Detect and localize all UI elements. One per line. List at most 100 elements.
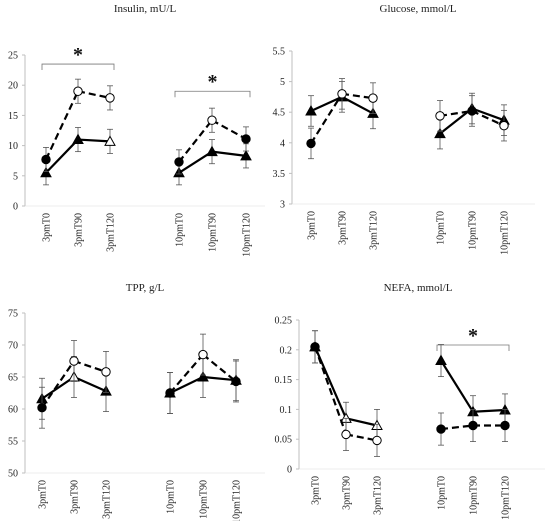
y-tick-label: 3.5 [273, 169, 286, 180]
data-point-circle [231, 376, 241, 387]
series-line-segment [310, 93, 343, 144]
x-tick-label: 10pmT120 [501, 476, 512, 520]
x-tick-label: 10pmT0 [437, 476, 448, 510]
data-point-circle [468, 420, 478, 431]
x-tick-label: 3pmT0 [307, 211, 318, 240]
y-tick-label: 65 [8, 373, 18, 384]
series-line-segment [178, 150, 213, 174]
x-tick-label: 10pmT0 [175, 213, 186, 247]
y-tick-label: 5 [280, 77, 285, 88]
significance-star: * [73, 44, 83, 66]
series-line-segment [345, 433, 378, 442]
data-point-circle [310, 342, 320, 352]
y-tick-label: 0.25 [275, 316, 293, 327]
series-line-segment [313, 346, 348, 435]
series-line-segment [77, 138, 111, 143]
y-tick-label: 0 [287, 465, 292, 476]
x-tick-label: 10pmT90 [208, 213, 219, 252]
series-line-segment [45, 138, 79, 174]
data-point-circle [241, 134, 251, 144]
x-tick-label: 10pmT90 [199, 480, 210, 519]
data-point-triangle [197, 370, 209, 382]
data-point-circle [174, 157, 184, 167]
series-line-segment [440, 424, 474, 431]
x-tick-label: 10pmT90 [469, 476, 480, 515]
y-tick-label: 0.1 [280, 405, 293, 416]
series-line-segment [341, 95, 374, 115]
x-tick-label: 3pmT120 [373, 476, 384, 515]
series-line-segment [73, 359, 107, 373]
series-line-segment [169, 353, 204, 394]
significance-bracket [174, 90, 251, 98]
data-point-triangle [206, 145, 218, 157]
y-tick-label: 0.05 [275, 435, 293, 446]
data-point-circle [500, 420, 510, 431]
chart-panel-2: Glucose, mmol/L 3 3.5 4 4.5 5 5.5 3pmT0 3pmT90 3p… [273, 3, 535, 255]
y-tick-label: 0.15 [275, 375, 293, 386]
significance-bracket [41, 63, 115, 71]
x-tick-label: 3pmT90 [70, 480, 81, 514]
y-tick-label: 0 [13, 202, 18, 213]
series-line-segment [202, 353, 237, 383]
data-point-triangle [72, 133, 84, 145]
series-line-segment [77, 90, 111, 99]
chart-title: Insulin, mU/L [114, 3, 177, 15]
x-tick-label: 3pmT90 [342, 476, 353, 510]
chart-title: TPP, g/L [126, 282, 165, 294]
data-point-triangle [240, 149, 252, 161]
series-line-segment [211, 119, 247, 140]
x-tick-label: 10pmT0 [166, 480, 177, 514]
chart-title: NEFA, mmol/L [384, 282, 453, 294]
y-tick-label: 60 [8, 405, 18, 416]
data-point-circle [105, 93, 115, 103]
data-point-circle [198, 349, 208, 360]
x-tick-label: 3pmT120 [102, 480, 113, 519]
y-tick-label: 25 [8, 51, 18, 62]
x-tick-label: 10pmT90 [468, 211, 479, 250]
x-tick-label: 10pmT120 [242, 213, 253, 257]
data-point-circle [165, 388, 175, 398]
y-tick-label: 0.2 [280, 345, 293, 356]
x-tick-label: 3pmT120 [106, 213, 117, 252]
data-point-triangle [305, 104, 317, 116]
data-point-circle [37, 403, 47, 413]
y-tick-label: 75 [8, 309, 18, 320]
significance-star: * [468, 325, 478, 347]
series-line-segment [471, 109, 505, 127]
data-point-circle [436, 424, 446, 434]
y-tick-label: 3 [280, 200, 285, 211]
data-point-circle [435, 111, 445, 121]
x-tick-label: 3pmT0 [42, 213, 53, 242]
data-point-triangle [40, 166, 52, 178]
data-point-triangle [435, 354, 447, 366]
series-line-segment [345, 417, 378, 427]
series-line-segment [178, 119, 213, 163]
significance-star: * [208, 71, 218, 93]
x-tick-label: 3pmT0 [38, 480, 49, 509]
data-point-circle [101, 367, 111, 377]
series-line-segment [45, 90, 79, 160]
series-line-segment [440, 359, 474, 413]
x-tick-label: 3pmT90 [74, 213, 85, 247]
series-line-segment [41, 360, 75, 409]
y-tick-label: 15 [8, 111, 18, 122]
data-point-circle [207, 115, 217, 125]
data-point-circle [372, 435, 382, 446]
series-line-segment [169, 376, 204, 394]
series-line-segment [73, 375, 107, 393]
data-point-triangle [104, 135, 116, 146]
y-tick-label: 50 [8, 469, 18, 480]
data-point-circle [69, 356, 79, 366]
significance-bracket [436, 344, 510, 352]
series-line-segment [439, 109, 473, 117]
y-tick-label: 70 [8, 341, 18, 352]
series-line-segment [310, 95, 343, 112]
y-tick-label: 10 [8, 141, 18, 152]
series-line-segment [471, 107, 505, 122]
chart-panel-1: Insulin, mU/L 0 5 10 15 20 25 3pmT0 3pmT90 3pmT12… [8, 3, 265, 257]
x-tick-label: 10pmT0 [436, 211, 447, 245]
series-line-segment [341, 92, 374, 100]
data-point-circle [337, 89, 347, 99]
y-tick-label: 5 [13, 171, 18, 182]
